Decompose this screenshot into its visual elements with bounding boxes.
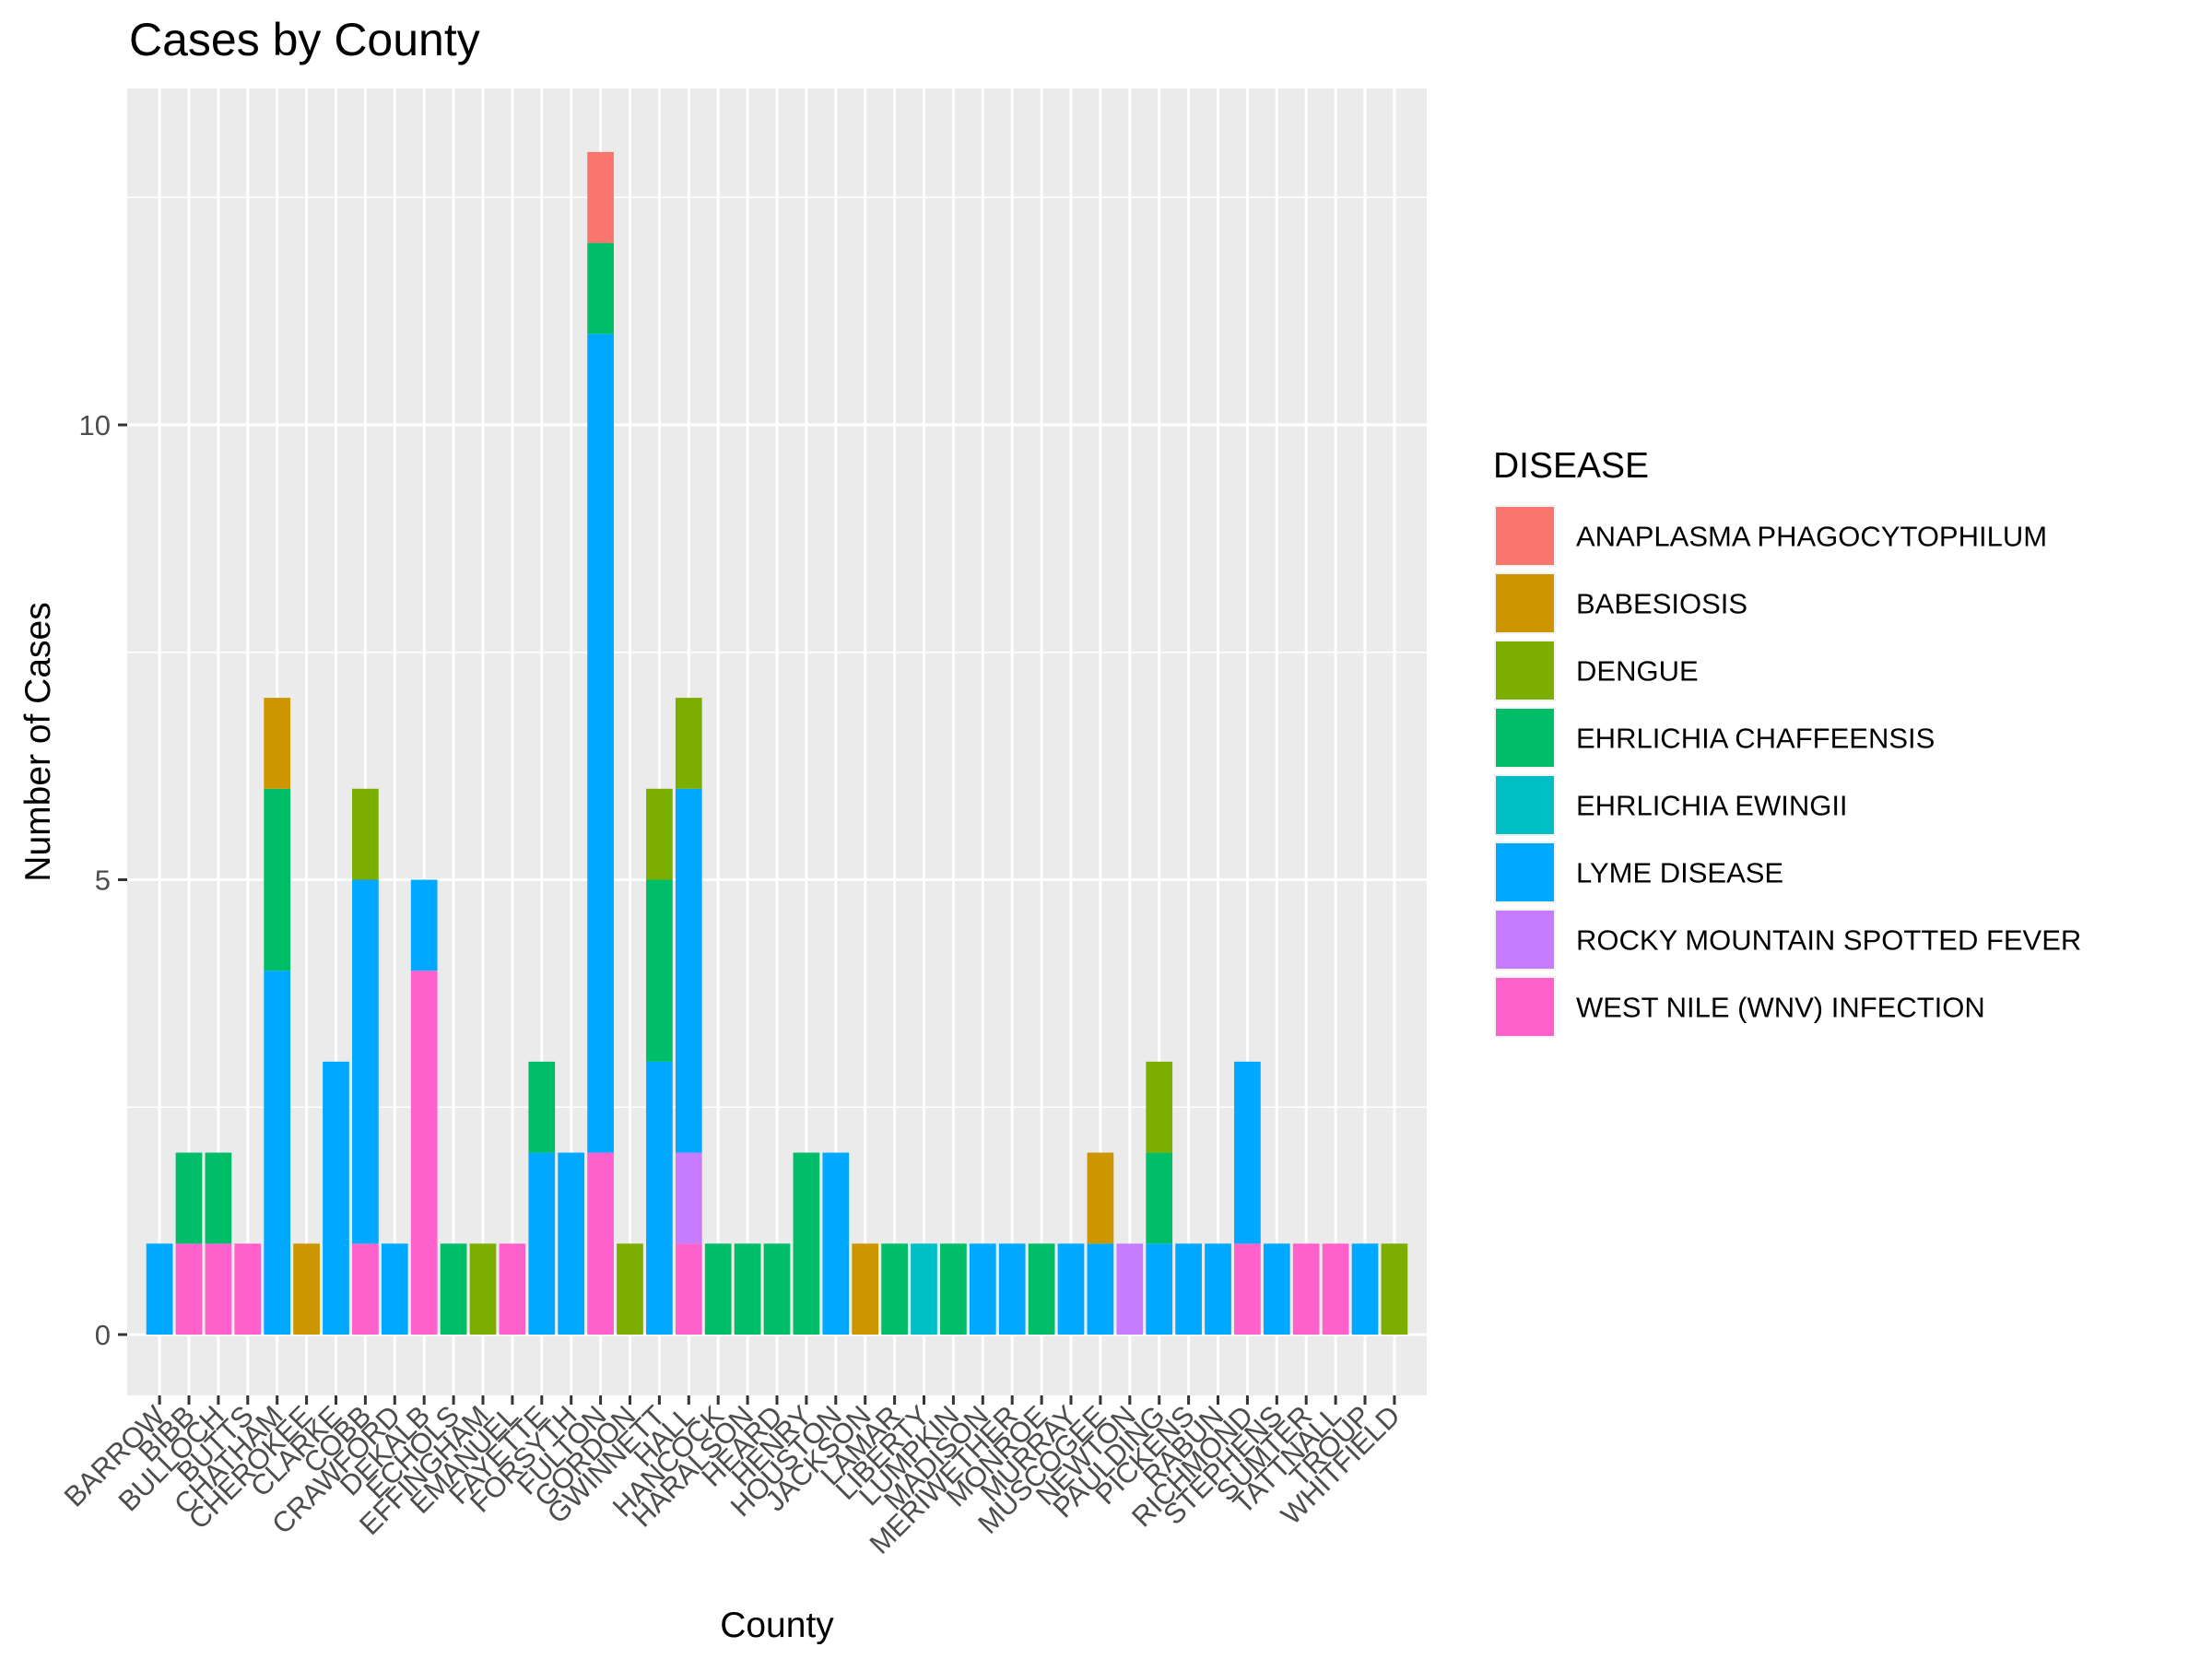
legend: DISEASE ANAPLASMA PHAGOCYTOPHILUM BABESIO… [1493, 446, 2081, 1038]
bar-segment [793, 1152, 820, 1335]
bar-segment [675, 1152, 702, 1244]
x-axis: BARROWBIBBBULLOCHBUTTSCHATHAMCHEROKEECLA… [58, 1395, 1406, 1560]
bar-segment [675, 698, 702, 789]
bar-segment [675, 1243, 702, 1335]
bar-segment [587, 242, 614, 335]
bar-segment [1175, 1243, 1202, 1335]
bar-segment [1087, 1152, 1114, 1244]
bar-segment [646, 1061, 673, 1335]
legend-items: ANAPLASMA PHAGOCYTOPHILUM BABESIOSIS DENGU… [1494, 505, 2081, 1038]
bar-segment [911, 1243, 937, 1335]
bar-segment [675, 788, 702, 1153]
bar-segment [499, 1243, 526, 1335]
bar-segment [528, 1061, 556, 1153]
bar-segment [1381, 1243, 1408, 1335]
legend-swatch [1496, 776, 1554, 834]
bar-segment [469, 1243, 497, 1335]
bar-segment [940, 1243, 967, 1335]
legend-swatch [1496, 843, 1554, 901]
bar-segment [440, 1243, 467, 1335]
bar-segment [205, 1243, 232, 1335]
bar-segment [587, 334, 614, 1153]
bar-segment [1263, 1243, 1290, 1335]
bar-segment [1146, 1243, 1173, 1335]
bar-segment [528, 1152, 556, 1335]
bar-segment [763, 1243, 791, 1335]
legend-swatch [1496, 641, 1554, 700]
legend-swatch [1496, 507, 1554, 565]
y-axis: 0 5 10 [79, 409, 127, 1351]
bar-segment [734, 1243, 761, 1335]
bar-segment [264, 788, 291, 971]
bar-segment [352, 1243, 379, 1335]
legend-swatch [1496, 911, 1554, 969]
bar-segment [175, 1243, 203, 1335]
bar-segment [175, 1152, 203, 1244]
legend-label: BABESIOSIS [1576, 588, 1747, 620]
bar-segment [881, 1243, 908, 1335]
bar-segment [704, 1243, 732, 1335]
legend-label: ANAPLASMA PHAGOCYTOPHILUM [1576, 521, 2047, 553]
bar-segment [205, 1152, 232, 1244]
bar-segment [323, 1061, 349, 1335]
bar-segment [1116, 1243, 1144, 1335]
bar-segment [1322, 1243, 1349, 1335]
legend-label: EHRLICHIA EWINGII [1576, 790, 1848, 822]
legend-label: WEST NILE (WNV) INFECTION [1576, 992, 1985, 1024]
bar-segment [1234, 1243, 1261, 1335]
bar-segment [646, 879, 673, 1062]
bar-segment [1057, 1243, 1085, 1335]
bar-segment [1087, 1243, 1114, 1335]
legend-label: LYME DISEASE [1576, 857, 1783, 889]
legend-swatch [1496, 709, 1554, 767]
bar-segment [264, 971, 291, 1335]
bar-segment [852, 1243, 879, 1335]
bar-segment [558, 1152, 585, 1335]
bar-segment [1028, 1243, 1055, 1335]
x-axis-title: County [720, 1606, 834, 1645]
chart-title: Cases by County [129, 14, 480, 65]
bar-segment [646, 788, 673, 880]
bar-segment [617, 1243, 643, 1335]
legend-swatch [1496, 978, 1554, 1036]
bar-segment [1234, 1061, 1261, 1244]
bar-segment [264, 698, 291, 789]
y-tick-label: 10 [79, 409, 111, 441]
legend-label: DENGUE [1576, 655, 1699, 688]
bar-segment [146, 1243, 173, 1335]
legend-swatch [1496, 574, 1554, 632]
legend-label: EHRLICHIA CHAFFEENSIS [1576, 723, 1935, 755]
bar-segment [998, 1243, 1026, 1335]
bar-segment [822, 1152, 850, 1335]
bar-segment [381, 1243, 408, 1335]
bar-segment [352, 879, 379, 1244]
bar-segment [969, 1243, 996, 1335]
bar-segment [1292, 1243, 1320, 1335]
y-tick-label: 5 [95, 865, 111, 897]
bar-segment [1146, 1061, 1173, 1153]
legend-title: DISEASE [1493, 446, 1649, 486]
bar-segment [410, 971, 438, 1335]
bar-segment [587, 1152, 614, 1335]
bar-segment [352, 788, 379, 880]
bar-segment [293, 1243, 320, 1335]
bar-segment [410, 879, 438, 971]
bar-segment [234, 1243, 262, 1335]
bar-segment [1205, 1243, 1231, 1335]
y-tick-label: 0 [95, 1319, 111, 1351]
legend-label: ROCKY MOUNTAIN SPOTTED FEVER [1576, 924, 2081, 957]
bar-segment [587, 151, 614, 243]
bars [146, 151, 1408, 1335]
bar-segment [1351, 1243, 1379, 1335]
bar-segment [1146, 1152, 1173, 1244]
y-axis-title: Number of Cases [18, 602, 58, 881]
